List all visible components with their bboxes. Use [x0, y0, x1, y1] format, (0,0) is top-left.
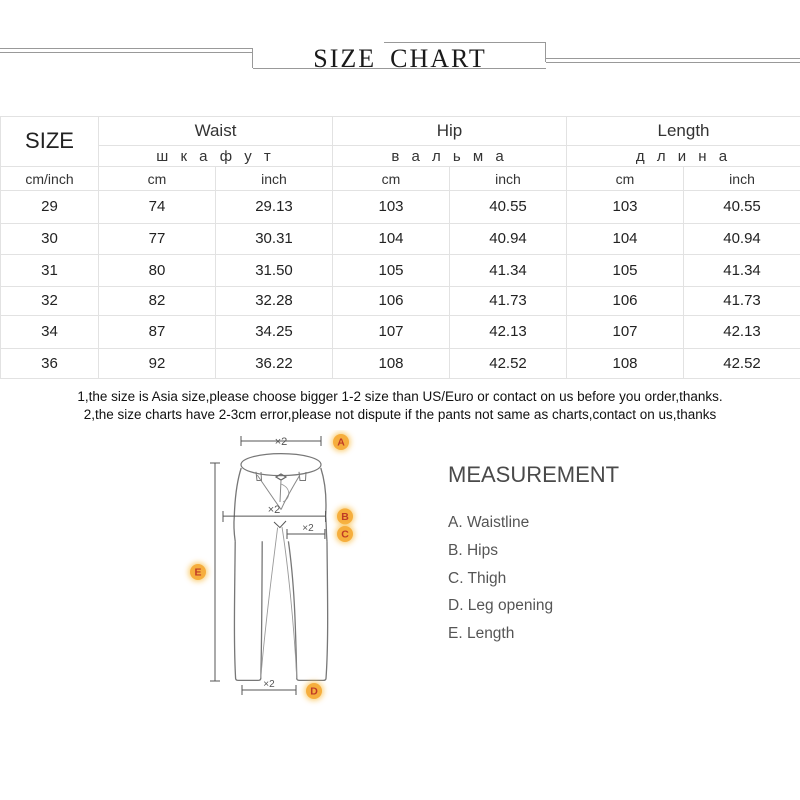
- svg-text:×2: ×2: [263, 679, 275, 690]
- svg-text:×2: ×2: [268, 504, 281, 516]
- svg-text:E: E: [194, 567, 201, 579]
- svg-text:×2: ×2: [302, 523, 314, 534]
- svg-text:C: C: [341, 529, 349, 541]
- svg-text:B: B: [341, 511, 349, 523]
- svg-text:A: A: [337, 437, 345, 449]
- svg-text:×2: ×2: [275, 436, 288, 448]
- svg-text:D: D: [310, 686, 318, 698]
